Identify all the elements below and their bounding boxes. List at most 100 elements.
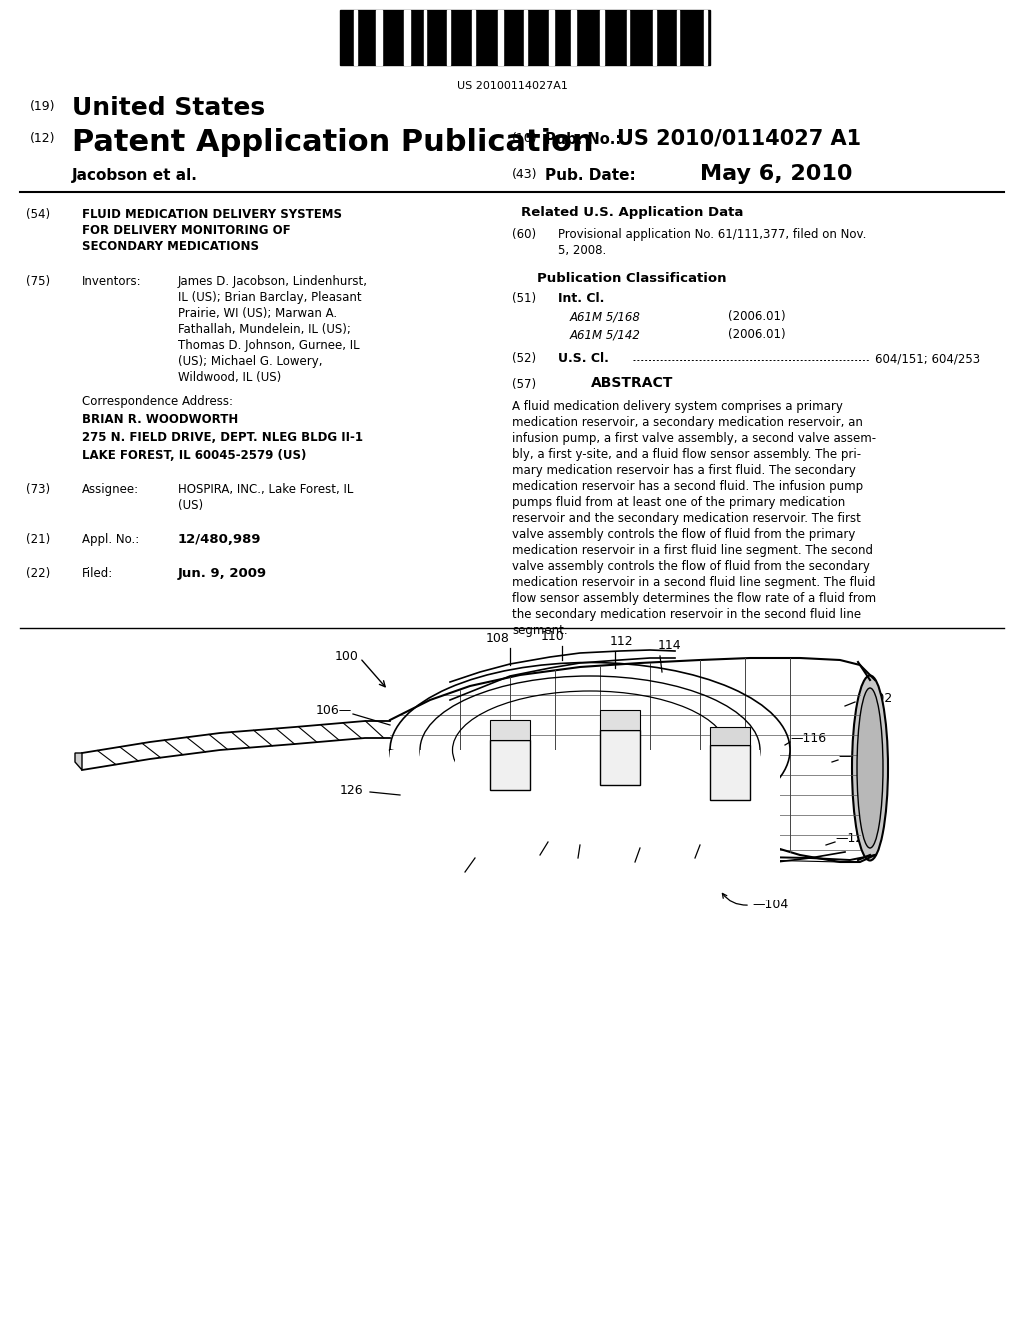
- Text: FOR DELIVERY MONITORING OF: FOR DELIVERY MONITORING OF: [82, 224, 291, 238]
- Text: 122: 122: [669, 858, 692, 871]
- Text: SECONDARY MEDICATIONS: SECONDARY MEDICATIONS: [82, 240, 259, 253]
- Text: valve assembly controls the flow of fluid from the primary: valve assembly controls the flow of flui…: [512, 528, 855, 541]
- Text: 106—: 106—: [315, 704, 352, 717]
- Text: Assignee:: Assignee:: [82, 483, 139, 496]
- Text: FLUID MEDICATION DELIVERY SYSTEMS: FLUID MEDICATION DELIVERY SYSTEMS: [82, 209, 342, 220]
- Text: flow sensor assembly determines the flow rate of a fluid from: flow sensor assembly determines the flow…: [512, 591, 877, 605]
- Text: the secondary medication reservoir in the second fluid line: the secondary medication reservoir in th…: [512, 609, 861, 620]
- Bar: [705, 11, 707, 65]
- Text: A61M 5/142: A61M 5/142: [570, 327, 641, 341]
- Text: (US); Michael G. Lowery,: (US); Michael G. Lowery,: [178, 355, 323, 368]
- Polygon shape: [710, 744, 750, 800]
- Text: (2006.01): (2006.01): [728, 310, 785, 323]
- Text: Wildwood, IL (US): Wildwood, IL (US): [178, 371, 282, 384]
- Text: 604/151; 604/253: 604/151; 604/253: [874, 352, 980, 366]
- Text: Correspondence Address:: Correspondence Address:: [82, 395, 233, 408]
- Bar: [447, 11, 450, 65]
- Text: —116: —116: [790, 731, 826, 744]
- Text: United States: United States: [72, 96, 265, 120]
- Text: (12): (12): [30, 132, 55, 145]
- Text: ABSTRACT: ABSTRACT: [591, 376, 673, 389]
- Text: Related U.S. Application Data: Related U.S. Application Data: [521, 206, 743, 219]
- Text: (2006.01): (2006.01): [728, 327, 785, 341]
- Text: valve assembly controls the flow of fluid from the secondary: valve assembly controls the flow of flui…: [512, 560, 869, 573]
- Text: infusion pump, a first valve assembly, a second valve assem-: infusion pump, a first valve assembly, a…: [512, 432, 877, 445]
- Text: (US): (US): [178, 499, 203, 512]
- Text: (22): (22): [26, 568, 50, 579]
- Text: 275 N. FIELD DRIVE, DEPT. NLEG BLDG II-1: 275 N. FIELD DRIVE, DEPT. NLEG BLDG II-1: [82, 432, 362, 444]
- Text: (52): (52): [512, 352, 537, 366]
- Text: medication reservoir in a first fluid line segment. The second: medication reservoir in a first fluid li…: [512, 544, 873, 557]
- Text: James D. Jacobson, Lindenhurst,: James D. Jacobson, Lindenhurst,: [178, 275, 368, 288]
- Polygon shape: [600, 875, 650, 895]
- Text: Filed:: Filed:: [82, 568, 114, 579]
- Text: Jun. 9, 2009: Jun. 9, 2009: [178, 568, 267, 579]
- Polygon shape: [390, 750, 780, 900]
- Polygon shape: [455, 750, 725, 900]
- Text: BRIAN R. WOODWORTH: BRIAN R. WOODWORTH: [82, 413, 239, 426]
- Polygon shape: [420, 750, 760, 900]
- Text: bly, a first y-site, and a fluid flow sensor assembly. The pri-: bly, a first y-site, and a fluid flow se…: [512, 447, 861, 461]
- Text: (60): (60): [512, 228, 537, 242]
- Text: —128: —128: [835, 832, 871, 845]
- Polygon shape: [490, 741, 530, 789]
- Text: Int. Cl.: Int. Cl.: [558, 292, 604, 305]
- Text: May 6, 2010: May 6, 2010: [700, 164, 853, 183]
- Text: Pub. Date:: Pub. Date:: [545, 168, 636, 183]
- Text: 114: 114: [658, 639, 682, 652]
- Text: reservoir and the secondary medication reservoir. The first: reservoir and the secondary medication r…: [512, 512, 861, 525]
- Text: Publication Classification: Publication Classification: [538, 272, 727, 285]
- Bar: [472, 11, 475, 65]
- Ellipse shape: [857, 688, 883, 847]
- Text: pumps fluid from at least one of the primary medication: pumps fluid from at least one of the pri…: [512, 496, 845, 510]
- Bar: [404, 11, 410, 65]
- Bar: [677, 11, 679, 65]
- Text: 130: 130: [444, 873, 468, 884]
- Text: 132: 132: [613, 862, 637, 875]
- Bar: [340, 11, 710, 65]
- Text: Appl. No.:: Appl. No.:: [82, 533, 139, 546]
- Text: Inventors:: Inventors:: [82, 275, 141, 288]
- Text: segment.: segment.: [512, 624, 567, 638]
- Text: Pub. No.:: Pub. No.:: [545, 132, 622, 147]
- Text: IL (US); Brian Barclay, Pleasant: IL (US); Brian Barclay, Pleasant: [178, 290, 361, 304]
- Polygon shape: [75, 752, 82, 770]
- Text: Thomas D. Johnson, Gurnee, IL: Thomas D. Johnson, Gurnee, IL: [178, 339, 359, 352]
- Text: mary medication reservoir has a first fluid. The secondary: mary medication reservoir has a first fl…: [512, 465, 856, 477]
- Text: US 2010/0114027 A1: US 2010/0114027 A1: [617, 128, 861, 148]
- Text: 126: 126: [340, 784, 364, 796]
- Text: U.S. Cl.: U.S. Cl.: [558, 352, 609, 366]
- Text: 5, 2008.: 5, 2008.: [558, 244, 606, 257]
- Text: —104: —104: [752, 899, 788, 912]
- Text: —118: —118: [838, 751, 874, 763]
- Text: (54): (54): [26, 209, 50, 220]
- Text: (43): (43): [512, 168, 538, 181]
- Text: Patent Application Publication: Patent Application Publication: [72, 128, 594, 157]
- Polygon shape: [600, 710, 640, 730]
- Bar: [424, 11, 426, 65]
- Polygon shape: [710, 727, 750, 744]
- Text: 12/480,989: 12/480,989: [178, 533, 261, 546]
- Bar: [600, 11, 604, 65]
- Text: (57): (57): [512, 378, 537, 391]
- Bar: [549, 11, 554, 65]
- Bar: [376, 11, 382, 65]
- Polygon shape: [490, 719, 530, 741]
- Text: A fluid medication delivery system comprises a primary: A fluid medication delivery system compr…: [512, 400, 843, 413]
- Text: (10): (10): [512, 132, 538, 145]
- Text: A61M 5/168: A61M 5/168: [570, 310, 641, 323]
- Text: (73): (73): [26, 483, 50, 496]
- Text: HOSPIRA, INC., Lake Forest, IL: HOSPIRA, INC., Lake Forest, IL: [178, 483, 353, 496]
- Text: 108: 108: [486, 632, 510, 645]
- Bar: [498, 11, 503, 65]
- Text: Fathallah, Mundelein, IL (US);: Fathallah, Mundelein, IL (US);: [178, 323, 351, 337]
- Ellipse shape: [852, 676, 888, 861]
- Bar: [653, 11, 656, 65]
- Text: —102: —102: [856, 692, 892, 705]
- Text: (75): (75): [26, 275, 50, 288]
- Text: medication reservoir, a secondary medication reservoir, an: medication reservoir, a secondary medica…: [512, 416, 863, 429]
- Bar: [354, 11, 357, 65]
- Text: Prairie, WI (US); Marwan A.: Prairie, WI (US); Marwan A.: [178, 308, 337, 319]
- Text: (21): (21): [26, 533, 50, 546]
- Text: US 20100114027A1: US 20100114027A1: [457, 81, 567, 91]
